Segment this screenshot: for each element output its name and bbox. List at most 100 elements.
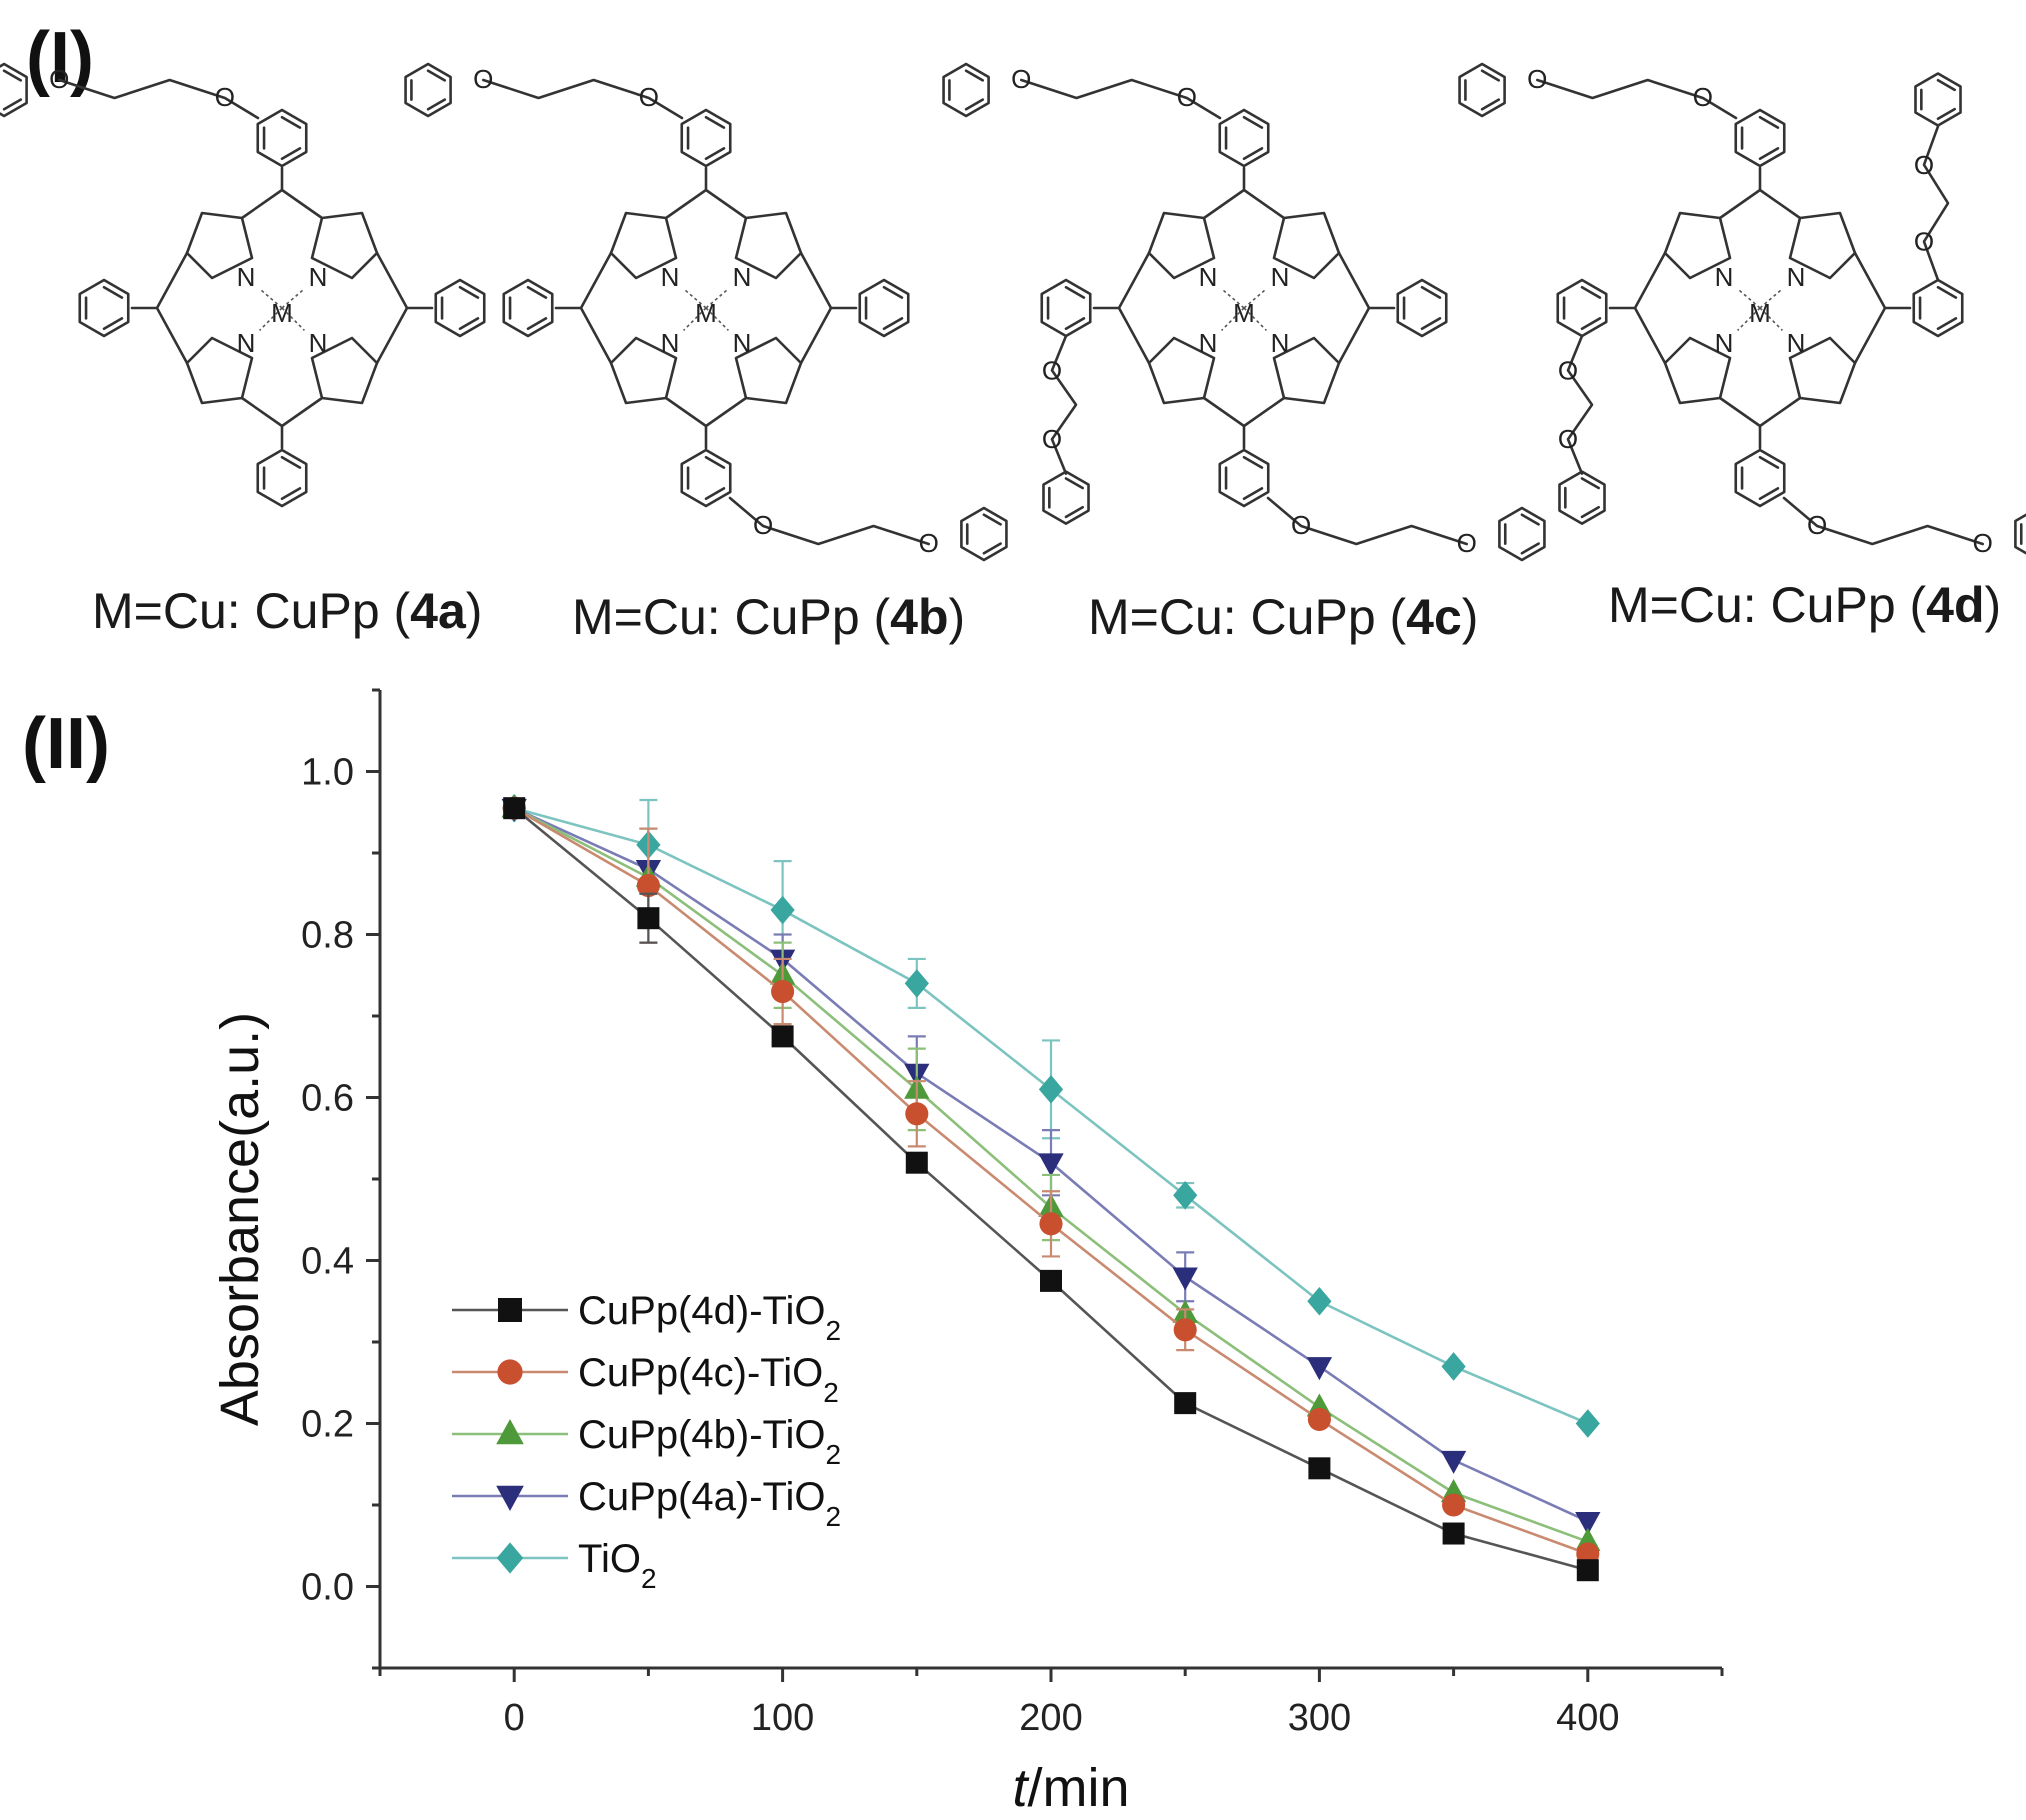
data-point [1173, 1181, 1198, 1210]
data-point [771, 980, 795, 1004]
oxygen-atom: O [1914, 227, 1934, 257]
molecule-label-4d: M=Cu: CuPp (4d) [1608, 577, 2001, 633]
double-bond [1520, 513, 1540, 526]
pyrrole-ring [310, 211, 379, 280]
benzene-ring [1498, 506, 1546, 562]
double-bond [982, 513, 1002, 526]
double-bond [102, 285, 124, 299]
oxygen-atom: O [1558, 355, 1578, 385]
legend-marker [496, 1485, 524, 1511]
ether-chain [1782, 496, 1985, 546]
oxygen-atom: O [919, 528, 939, 558]
coordination-bond [1221, 288, 1245, 309]
metal-atom: M [1233, 298, 1255, 328]
legend-entry: CuPp(4d)-TiO2 [452, 1289, 841, 1346]
double-bond [458, 285, 480, 299]
legend-marker [497, 1359, 523, 1385]
pyrrole-ring [1272, 211, 1341, 280]
benzene-ring [404, 62, 452, 118]
pyrrole-ring [1788, 211, 1857, 280]
data-point [1306, 1357, 1333, 1381]
pyrrole-ring [1147, 211, 1216, 280]
oxygen-atom: O [215, 82, 235, 112]
benzene-ring [502, 278, 554, 338]
data-point [1040, 1269, 1062, 1292]
benzene-ring [1218, 448, 1270, 508]
nitrogen-atom: N [733, 262, 752, 292]
nitrogen-atom: N [1199, 328, 1218, 358]
meso-bridge [664, 396, 748, 428]
meso-bridge [579, 251, 613, 365]
oxygen-atom: O [1914, 150, 1934, 180]
coordination-bond [259, 288, 283, 309]
double-bond [102, 317, 124, 331]
benzene-ring [960, 506, 1008, 562]
series-layer [501, 793, 1601, 1582]
coordination-bond [1759, 288, 1783, 309]
data-point [1441, 1352, 1466, 1381]
double-bond [1580, 505, 1600, 519]
oxygen-atom: O [639, 82, 659, 112]
ether-chain [1019, 78, 1222, 120]
oxygen-atom: O [473, 64, 493, 94]
ether-chain [1566, 334, 1594, 475]
double-bond [1580, 317, 1602, 331]
benzene-ring [942, 62, 990, 118]
porphyrin-structure: N N N NM O O O O [404, 62, 1008, 562]
benzene-ring [1734, 448, 1786, 508]
ether-chain [728, 496, 931, 546]
coordination-bond [1737, 288, 1761, 309]
meso-bridge [1202, 188, 1286, 220]
ether-chain [481, 78, 684, 120]
oxygen-atom: O [1558, 424, 1578, 454]
x-tick-label: 200 [1019, 1697, 1082, 1739]
meso-bridge [155, 251, 189, 365]
double-bond [704, 487, 726, 501]
legend-label: CuPp(4d)-TiO2 [578, 1289, 841, 1346]
ether-chain [57, 78, 260, 120]
double-bond [1758, 455, 1780, 469]
y-tick-label: 1.0 [301, 752, 354, 794]
benzene-ring [680, 448, 732, 508]
oxygen-atom: O [1291, 510, 1311, 540]
double-bond [1758, 115, 1780, 129]
benzene-ring [1558, 470, 1606, 525]
nitrogen-atom: N [1715, 262, 1734, 292]
data-point [1172, 1267, 1198, 1291]
double-bond [1064, 477, 1084, 490]
nitrogen-atom: N [1787, 328, 1806, 358]
double-bond [426, 98, 447, 111]
pyrrole-ring [734, 336, 803, 405]
coordination-bond [1737, 307, 1761, 331]
oxygen-atom: O [1011, 64, 1031, 94]
metal-atom: M [271, 298, 293, 328]
meso-bridge [375, 251, 409, 365]
double-bond [526, 317, 548, 331]
nitrogen-atom: N [1715, 328, 1734, 358]
coordination-bond [259, 307, 283, 331]
oxygen-atom: O [1527, 64, 1547, 94]
data-point [503, 797, 526, 820]
x-tick-label: 100 [751, 1697, 814, 1739]
pyrrole-ring [185, 211, 254, 280]
data-point [1442, 1493, 1466, 1517]
x-tick-label: 0 [504, 1697, 525, 1739]
nitrogen-atom: N [661, 328, 680, 358]
double-bond [1520, 542, 1540, 555]
pyrrole-ring [1663, 336, 1732, 405]
coordination-bond [281, 307, 305, 331]
ether-chain [1922, 125, 1950, 282]
nitrogen-atom: N [237, 328, 256, 358]
meso-bridge [1718, 188, 1802, 220]
double-bond [704, 455, 726, 469]
data-point [904, 969, 929, 998]
oxygen-atom: O [1177, 82, 1197, 112]
x-tick-label: 300 [1288, 1697, 1351, 1739]
double-bond [1936, 78, 1956, 92]
nitrogen-atom: N [237, 262, 256, 292]
double-bond [458, 317, 480, 331]
meso-bridge [1337, 251, 1371, 365]
double-bond [280, 115, 302, 129]
data-point [905, 1102, 929, 1126]
